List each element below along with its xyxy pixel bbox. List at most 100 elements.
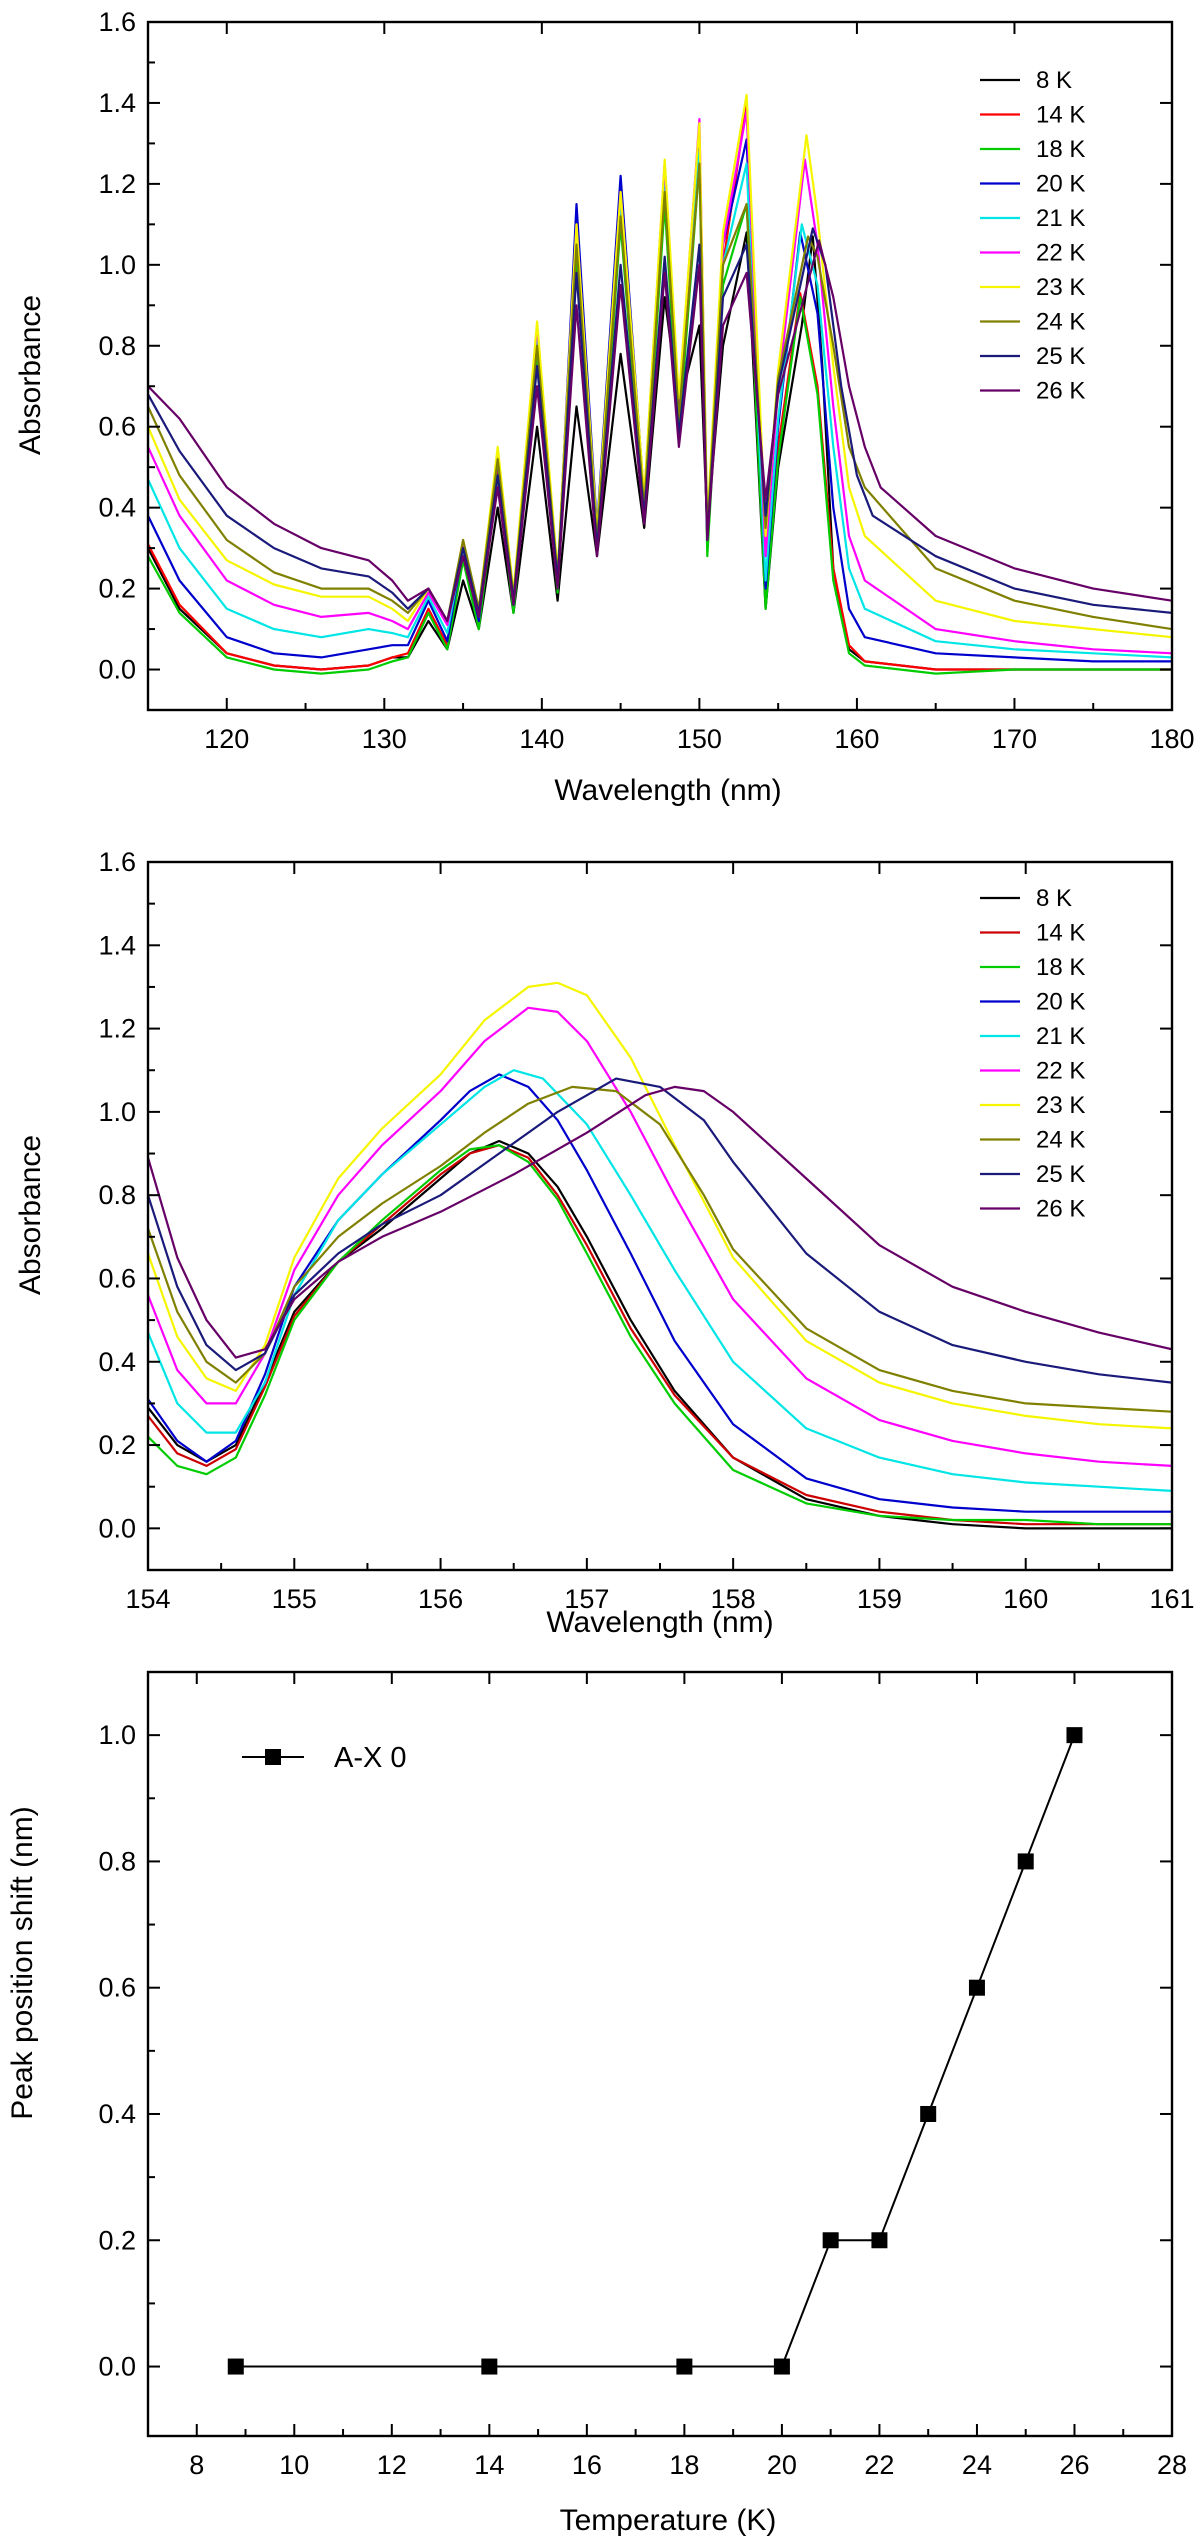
x-tick-label: 20 (767, 2450, 797, 2480)
x-tick-label: 140 (519, 724, 564, 754)
series-group (148, 981, 1172, 1530)
series-group (148, 93, 1172, 675)
data-point-marker (871, 2232, 888, 2249)
x-tick-label: 26 (1059, 2450, 1089, 2480)
y-tick-label: 0.0 (98, 1513, 136, 1543)
x-tick-label: 156 (418, 1584, 463, 1614)
legend-label: 26 K (1036, 1196, 1085, 1223)
spectra-zoom-panel: Absorbance Wavelength (nm) 154 155 156 157 1… (14, 847, 1195, 1639)
legend-label: A-X 0 (334, 1742, 407, 1774)
y-axis-label: Absorbance (14, 1135, 47, 1295)
y-tick-label: 0.8 (98, 1846, 136, 1876)
y-tick-label: 1.4 (98, 930, 136, 960)
y-tick-label: 1.4 (98, 88, 136, 118)
y-axis-label: Absorbance (14, 295, 47, 455)
series-line-18-k (148, 1144, 1172, 1526)
y-tick-label: 1.0 (98, 1720, 136, 1750)
legend-label: 25 K (1036, 1161, 1085, 1188)
x-axis-label: Wavelength (nm) (554, 774, 781, 807)
legend-label: 22 K (1036, 1058, 1085, 1085)
series-line-23-k (148, 93, 1172, 639)
series-line-22-k (148, 1006, 1172, 1467)
legend-label: 22 K (1036, 240, 1085, 267)
legend-label: 18 K (1036, 136, 1085, 163)
x-tick-label: 155 (272, 1584, 317, 1614)
y-tick-label: 0.4 (98, 1347, 136, 1377)
series-line-20-k (148, 138, 1172, 663)
x-tick-label: 158 (711, 1584, 756, 1614)
x-tick-label: 10 (279, 2450, 309, 2480)
y-tick-label: 0.2 (98, 574, 136, 604)
legend: 8 K 14 K 18 K 20 K 21 K 22 K 23 K 24 K 25 K 26 K (980, 67, 1085, 405)
plot-frame (146, 1670, 1174, 2438)
y-tick-label: 1.2 (98, 169, 136, 199)
series-line-26-k (148, 1085, 1172, 1359)
data-point-marker (1066, 1727, 1083, 1744)
series-line-a-x-0 (235, 1734, 1076, 2368)
data-point-marker (227, 2358, 244, 2375)
x-tick-label: 180 (1149, 724, 1194, 754)
legend: A-X 0 (242, 1742, 407, 1774)
legend-label: 21 K (1036, 1023, 1085, 1050)
x-tick-label: 8 (189, 2450, 204, 2480)
series-line-25-k (148, 227, 1172, 623)
series-group (235, 1734, 1076, 2368)
series-line-14-k (148, 101, 1172, 671)
data-point-marker (481, 2358, 498, 2375)
y-tick-label: 0.6 (98, 1973, 136, 2003)
y-tick-label: 0.4 (98, 2099, 136, 2129)
y-tick-label: 0.6 (98, 412, 136, 442)
series-line-22-k (148, 109, 1172, 655)
x-tick-label: 16 (572, 2450, 602, 2480)
series-line-24-k (148, 162, 1172, 631)
y-axis-label: Peak position shift (nm) (6, 1806, 39, 2119)
data-point-marker (822, 2232, 839, 2249)
y-tick-label: 1.2 (98, 1014, 136, 1044)
series-line-26-k (148, 239, 1172, 623)
x-tick-label: 161 (1149, 1584, 1194, 1614)
legend-label: 24 K (1036, 309, 1085, 336)
x-tick-label: 22 (864, 2450, 894, 2480)
series-line-8-k (148, 1139, 1172, 1530)
x-tick-label: 12 (377, 2450, 407, 2480)
series-line-20-k (148, 1073, 1172, 1513)
y-tick-label: 1.0 (98, 250, 136, 280)
x-tick-label: 170 (992, 724, 1037, 754)
legend-label: 21 K (1036, 205, 1085, 232)
data-point-marker (1017, 1853, 1034, 1870)
legend-label: 14 K (1036, 102, 1085, 129)
x-tick-label: 130 (362, 724, 407, 754)
series-line-24-k (148, 1085, 1172, 1413)
y-tick-label: 0.8 (98, 331, 136, 361)
data-point-marker (920, 2105, 937, 2122)
peak-shift-panel: Peak position shift (nm) Temperature (K)… (6, 1670, 1187, 2537)
series-line-14-k (148, 1144, 1172, 1526)
spectra-full-range-panel: Absorbance Wavelength (nm) 120 130 140 150 1… (14, 7, 1195, 807)
data-point-marker (968, 1979, 985, 1996)
series-line-8-k (148, 231, 1172, 671)
x-tick-label: 159 (857, 1584, 902, 1614)
legend: 8 K 14 K 18 K 20 K 21 K 22 K 23 K 24 K 25 K 26 K (980, 885, 1085, 1223)
y-tick-label: 0.0 (98, 2352, 136, 2382)
y-tick-label: 0.6 (98, 1263, 136, 1293)
y-tick-label: 0.4 (98, 493, 136, 523)
plot-frame (146, 860, 1174, 1572)
series-line-21-k (148, 1069, 1172, 1492)
x-tick-label: 160 (1003, 1584, 1048, 1614)
legend-label: 20 K (1036, 989, 1085, 1016)
x-tick-label: 120 (204, 724, 249, 754)
legend-label: 14 K (1036, 920, 1085, 947)
legend-label: 25 K (1036, 343, 1085, 370)
x-axis-label: Wavelength (nm) (546, 1606, 773, 1639)
legend-label: 8 K (1036, 67, 1072, 94)
data-point-marker (773, 2358, 790, 2375)
x-tick-label: 24 (962, 2450, 992, 2480)
x-tick-label: 28 (1157, 2450, 1187, 2480)
plot-frame (146, 20, 1174, 712)
legend-label: 23 K (1036, 274, 1085, 301)
legend-label: 8 K (1036, 885, 1072, 912)
legend-label: 23 K (1036, 1092, 1085, 1119)
x-tick-label: 150 (677, 724, 722, 754)
x-tick-label: 160 (834, 724, 879, 754)
